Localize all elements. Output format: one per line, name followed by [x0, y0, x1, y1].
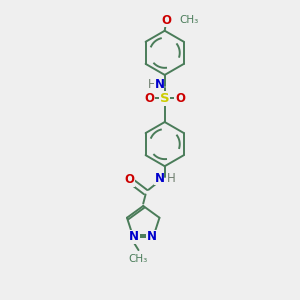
Text: O: O: [162, 14, 172, 27]
Text: N: N: [154, 78, 164, 92]
Text: CH₃: CH₃: [129, 254, 148, 264]
Text: H: H: [148, 78, 157, 92]
Text: CH₃: CH₃: [179, 15, 199, 25]
Text: N: N: [154, 172, 164, 185]
Text: N: N: [147, 230, 157, 243]
Text: O: O: [124, 173, 134, 186]
Text: H: H: [167, 172, 176, 185]
Text: O: O: [144, 92, 154, 105]
Text: O: O: [175, 92, 185, 105]
Text: N: N: [129, 230, 139, 243]
Text: S: S: [160, 92, 169, 105]
